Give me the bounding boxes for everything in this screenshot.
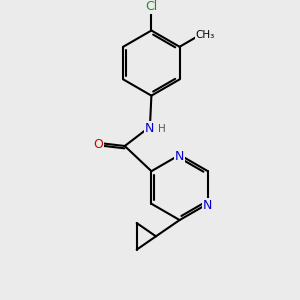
Text: N: N (203, 199, 212, 212)
Text: Cl: Cl (145, 0, 158, 13)
Text: N: N (145, 122, 154, 135)
Text: N: N (175, 150, 184, 163)
Text: H: H (158, 124, 166, 134)
Text: CH₃: CH₃ (196, 30, 215, 40)
Text: O: O (93, 138, 103, 151)
